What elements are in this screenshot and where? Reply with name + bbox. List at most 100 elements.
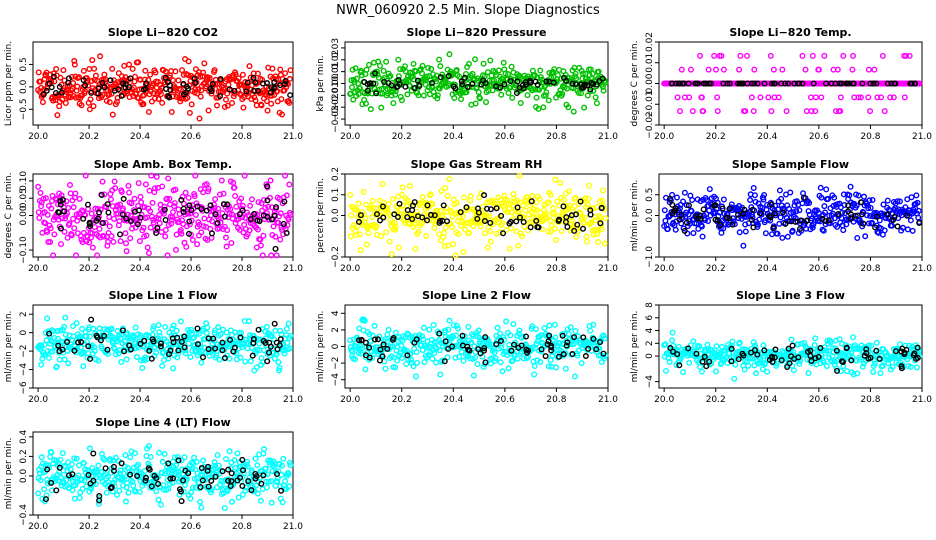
reference-point (757, 210, 764, 217)
reference-point (507, 218, 514, 225)
data-point (348, 212, 355, 219)
data-point (440, 229, 447, 236)
data-point (106, 223, 113, 230)
data-point (453, 322, 460, 329)
reference-point (459, 332, 466, 339)
data-point (129, 65, 136, 72)
data-point (570, 108, 577, 115)
data-point (487, 228, 494, 235)
data-point (545, 97, 552, 104)
data-point (686, 94, 693, 101)
data-point (217, 331, 224, 338)
reference-point (107, 77, 114, 84)
data-point (750, 108, 757, 115)
data-point (552, 176, 559, 183)
reference-point (487, 206, 494, 213)
reference-point (219, 339, 226, 346)
data-point (253, 364, 260, 371)
data-point (365, 230, 372, 237)
y-tick-label: −0.02 (645, 111, 655, 139)
data-point (409, 73, 416, 80)
x-tick-label: 20.0 (654, 395, 674, 405)
data-point (59, 96, 66, 103)
scatter-points (35, 443, 294, 512)
reference-point (65, 79, 72, 86)
data-point (57, 241, 64, 248)
reference-point (424, 217, 431, 224)
data-point (915, 207, 922, 214)
y-tick-label: −6 (19, 381, 29, 395)
data-point (565, 188, 572, 195)
reference-point (720, 80, 727, 87)
data-point (204, 324, 211, 331)
data-point (516, 327, 523, 334)
y-axis-label: kPa per min. (316, 55, 326, 111)
data-point (461, 194, 468, 201)
reference-point (597, 220, 604, 227)
data-point (95, 462, 102, 469)
data-point (854, 370, 861, 377)
data-point (887, 94, 894, 101)
x-tick-label: 20.0 (340, 395, 360, 405)
data-point (139, 365, 146, 372)
data-point (914, 199, 921, 206)
data-point (869, 197, 876, 204)
data-point (145, 443, 152, 450)
reference-point (873, 347, 880, 354)
data-point (713, 343, 720, 350)
data-point (395, 244, 402, 251)
data-point (89, 57, 96, 64)
data-point (241, 470, 248, 477)
data-point (581, 104, 588, 111)
reference-point (466, 347, 473, 354)
data-point (229, 99, 236, 106)
x-tick-label: 20.8 (232, 264, 252, 274)
reference-point (43, 87, 50, 94)
reference-point (104, 201, 111, 208)
data-point (91, 65, 98, 72)
x-tick-label: 20.2 (79, 132, 99, 142)
data-point (221, 86, 228, 93)
y-tick-label: −1.0 (645, 246, 655, 268)
data-point (103, 97, 110, 104)
reference-point (872, 224, 879, 231)
data-point (711, 52, 718, 59)
data-point (442, 224, 449, 231)
data-point (601, 240, 608, 247)
data-point (419, 194, 426, 201)
data-point (878, 94, 885, 101)
data-point (909, 227, 916, 234)
reference-point (458, 78, 465, 85)
y-axis-label: Licor ppm per min. (4, 41, 14, 126)
reference-point (726, 80, 733, 87)
reference-point (873, 80, 880, 87)
data-point (265, 203, 272, 210)
data-point (258, 102, 265, 109)
data-point (186, 109, 193, 116)
reference-point (119, 211, 126, 218)
data-point (741, 366, 748, 373)
y-tick-label: 0.4 (19, 429, 29, 444)
data-point (859, 363, 866, 370)
reference-point (404, 214, 411, 221)
data-point (360, 188, 367, 195)
data-point (173, 246, 180, 253)
data-point (246, 63, 253, 70)
data-point (85, 469, 92, 476)
reference-point (175, 347, 182, 354)
reference-point (675, 80, 682, 87)
data-point (465, 323, 472, 330)
data-point (82, 172, 89, 179)
reference-point (850, 80, 857, 87)
reference-point (778, 357, 785, 364)
reference-point (497, 84, 504, 91)
data-point (57, 74, 64, 81)
data-point (391, 354, 398, 361)
data-point (565, 205, 572, 212)
reference-point (85, 343, 92, 350)
data-point (828, 358, 835, 365)
data-point (216, 225, 223, 232)
data-point (802, 66, 809, 73)
reference-point (694, 80, 701, 87)
